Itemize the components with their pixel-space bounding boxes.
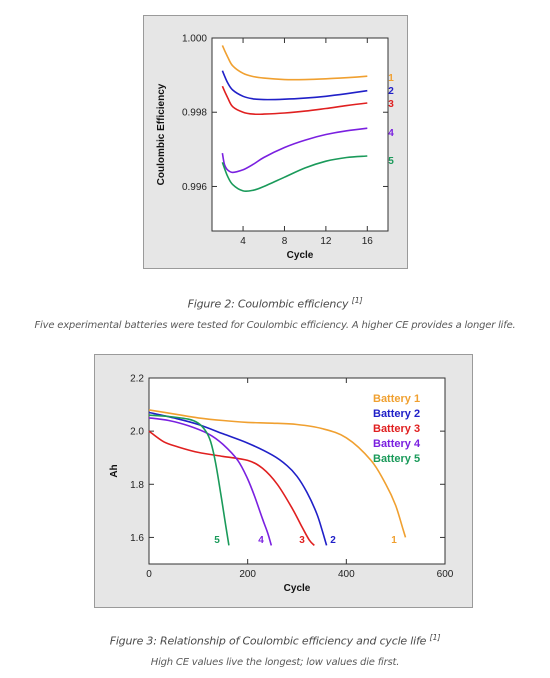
series-line-2 bbox=[148, 411, 328, 546]
plot-area bbox=[148, 377, 446, 565]
y-tick-label: 2.0 bbox=[130, 427, 144, 438]
series-label-5: 5 bbox=[388, 156, 394, 167]
y-axis-title: Ah bbox=[109, 464, 120, 477]
y-tick-label: 0.998 bbox=[182, 108, 207, 119]
series-line-5 bbox=[221, 155, 368, 193]
x-tick-label: 8 bbox=[282, 236, 288, 247]
y-tick-label: 1.6 bbox=[130, 533, 144, 544]
x-axis-title: Cycle bbox=[287, 250, 314, 261]
plot-area bbox=[211, 37, 389, 232]
series-line-4 bbox=[221, 127, 368, 174]
legend-entry-5: Battery 5 bbox=[373, 453, 420, 465]
y-tick-label: 1.8 bbox=[130, 480, 144, 491]
legend-entry-3: Battery 3 bbox=[373, 423, 420, 435]
figure-3-cycle-life-chart: 0 200 400 600 1.6 1.8 2.0 2.2 Cycle Ah 1 2 3 4 5 Batter… bbox=[94, 354, 473, 608]
x-tick-label: 400 bbox=[338, 569, 355, 580]
legend-entry-4: Battery 4 bbox=[373, 438, 421, 450]
x-tick-label: 0 bbox=[146, 569, 152, 580]
series-line-4 bbox=[148, 417, 273, 546]
series-label-1: 1 bbox=[391, 535, 397, 546]
legend-entry-2: Battery 2 bbox=[373, 408, 420, 420]
y-tick-label: 2.2 bbox=[130, 374, 144, 385]
x-tick-label: 600 bbox=[437, 569, 454, 580]
series-line-1 bbox=[148, 409, 407, 538]
x-tick-label: 4 bbox=[240, 236, 246, 247]
series-label-1: 1 bbox=[388, 73, 394, 84]
y-tick-label: 1.000 bbox=[182, 34, 207, 45]
y-tick-label: 0.996 bbox=[182, 182, 207, 193]
chart-svg: 0 200 400 600 1.6 1.8 2.0 2.2 Cycle Ah 1 2 3 4 5 Batter… bbox=[109, 374, 454, 595]
figure-2-caption-title-text: Figure 2: Coulombic efficiency bbox=[187, 297, 349, 311]
series-line-2 bbox=[221, 70, 368, 101]
legend-entry-1: Battery 1 bbox=[373, 393, 420, 405]
figure-3-reference[interactable]: [1] bbox=[429, 633, 441, 642]
series-label-3: 3 bbox=[388, 99, 394, 110]
series-label-5: 5 bbox=[214, 535, 220, 546]
x-tick-label: 16 bbox=[362, 236, 374, 247]
figure-3-caption-title: Figure 3: Relationship of Coulombic effi… bbox=[0, 633, 550, 648]
x-tick-label: 12 bbox=[320, 236, 332, 247]
figure-2-reference[interactable]: [1] bbox=[351, 296, 363, 305]
series-label-4: 4 bbox=[388, 128, 394, 139]
series-line-1 bbox=[221, 45, 368, 81]
series-line-5 bbox=[148, 414, 230, 546]
x-axis-title: Cycle bbox=[284, 583, 311, 594]
series-label-4: 4 bbox=[258, 535, 264, 546]
series-label-3: 3 bbox=[299, 535, 305, 546]
y-axis-title: Coulombic Efficiency bbox=[156, 83, 167, 185]
series-label-2: 2 bbox=[330, 535, 336, 546]
figure-3-caption-text: High CE values live the longest; low val… bbox=[150, 657, 400, 668]
figure-2-caption-title: Figure 2: Coulombic efficiency [1] bbox=[0, 296, 550, 311]
x-tick-label: 200 bbox=[239, 569, 256, 580]
series-line-3 bbox=[148, 430, 315, 546]
series-label-2: 2 bbox=[388, 86, 394, 97]
figure-2-caption-text: Five experimental batteries were tested … bbox=[34, 320, 516, 331]
series-line-3 bbox=[221, 85, 368, 116]
figure-3-caption-title-text: Figure 3: Relationship of Coulombic effi… bbox=[109, 634, 427, 648]
figure-2-coulombic-efficiency-chart: 4 8 12 16 0.996 0.998 1.000 Cycle Coulombic Effi… bbox=[143, 15, 408, 269]
